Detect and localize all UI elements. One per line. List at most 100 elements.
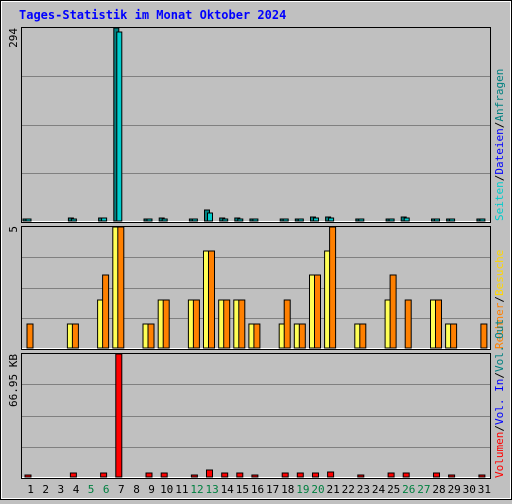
bar-rechner-day-20 [314,274,321,349]
bar-dateien-day-13 [207,212,213,222]
x-axis-label-day-17: 17 [266,483,279,496]
legend-entry-anfragen: Anfragen [493,69,506,122]
bar-volumen-day-7 [115,353,123,478]
bar-volumen-day-19 [296,472,304,478]
bar-rechner-day-28 [435,299,442,349]
bar-volumen-day-13 [206,469,213,478]
legend-middle-text: Rechner/Besuche [493,250,506,349]
bar-dateien-day-29 [449,218,456,222]
legend-bottom: Volumen/Vol. In/Vol. Out [493,319,506,478]
x-axis-labels: 1 2 3 4 5 6 7 8 9 10 11 12 13 14 15 16 17 18 19 20 21 22 23 24 2… [27,483,491,496]
bar-rechner-day-14 [223,299,231,349]
bar-dateien-day-25 [388,218,395,222]
bar-rechner-day-26 [404,299,412,349]
legend-separator: / [493,175,506,182]
bar-volumen-day-14 [221,472,229,478]
legend-middle: Rechner/Besuche [493,250,506,349]
legend-entry-volumen: Volumen [493,432,506,478]
bar-rechner-day-12 [192,299,200,349]
legend-entry-dateien: Dateien [493,128,506,174]
x-axis-label-day-3: 3 [57,483,64,496]
bar-dateien-day-1 [25,218,32,222]
bar-volumen-day-29 [448,474,456,478]
bar-dateien-day-12 [191,218,198,222]
x-axis-label-day-11: 11 [175,483,188,496]
bar-dateien-day-15 [237,218,244,222]
bar-volumen-day-20 [312,472,319,478]
bar-volumen-day-4 [69,472,77,478]
x-axis-label-day-9: 9 [148,483,155,496]
bar-volumen-day-18 [281,472,289,478]
bar-rechner-day-10 [162,299,170,349]
x-axis-label-day-25: 25 [387,483,400,496]
x-axis-label-day-18: 18 [281,483,294,496]
x-axis-label-day-1: 1 [27,483,34,496]
chart-title: Tages-Statistik im Monat Oktober 2024 [19,8,286,22]
bar-volumen-day-10 [160,472,168,478]
x-axis-label-day-21: 21 [326,483,339,496]
x-axis-label-day-7: 7 [118,483,125,496]
grid-lines [22,76,490,448]
bar-dateien-day-23 [358,218,365,222]
x-axis-label-day-14: 14 [221,483,235,496]
bar-dateien-day-16 [252,218,259,222]
x-axis-label-day-30: 30 [463,483,476,496]
bar-volumen-day-31 [478,474,486,478]
bar-volumen-day-25 [387,472,395,478]
bar-rechner-day-13 [208,250,215,349]
bar-volumen-day-26 [402,472,410,478]
legend-entry-vol-out: Vol. Out [493,319,506,372]
bar-volumen-day-6 [100,472,108,478]
bar-rechner-day-25 [389,274,397,349]
bar-volumen-day-12 [190,474,198,478]
x-axis-label-day-8: 8 [133,483,140,496]
bar-rechner-day-19 [298,323,306,349]
bar-rechner-day-18 [283,299,291,349]
bar-volumen-day-16 [251,474,259,478]
legend-entry-seiten: Seiten [493,181,506,221]
x-axis-label-day-20: 20 [311,483,324,496]
legend-separator: / [493,296,506,303]
legend-bottom-text: Volumen/Vol. In/Vol. Out [493,319,506,478]
x-axis-label-day-26: 26 [402,483,415,496]
bar-dateien-day-6 [101,217,108,222]
bar-dateien-day-20 [313,217,319,222]
legend-separator: / [493,122,506,129]
bar-volumen-day-1 [24,474,32,478]
x-axis-label-day-16: 16 [251,483,264,496]
bar-volumen-day-21 [327,471,335,478]
legend-top-text: Seiten/Dateien/Anfragen [493,69,506,221]
bar-dateien-day-19 [297,218,304,222]
legend-entry-besuche: Besuche [493,250,506,296]
y-axis-label-3: 66.95 KB [7,354,20,407]
bar-dateien-day-10 [161,218,168,222]
legends: Seiten/Dateien/AnfragenRechner/BesucheVo… [493,69,506,478]
bar-dateien-day-31 [479,218,486,222]
legend-separator: / [493,425,506,432]
x-axis-label-day-23: 23 [357,483,370,496]
legend-entry-vol-in: Vol. In [493,379,506,425]
y-axis-labels: 294 5 66.95 KB [7,28,20,407]
x-axis-label-day-13: 13 [205,483,218,496]
bar-rechner-day-21 [329,226,337,349]
x-axis-label-day-12: 12 [190,483,203,496]
x-axis-label-day-10: 10 [160,483,173,496]
bar-volumen-day-9 [145,472,153,478]
bar-rechner-day-9 [147,323,155,349]
x-axis-label-day-24: 24 [372,483,386,496]
bar-dateien-day-7 [116,31,123,222]
bar-rechner-day-1 [26,323,34,349]
bar-volumen-day-23 [357,474,365,478]
bar-dateien-day-4 [70,218,77,222]
y-axis-label-1: 294 [7,28,20,48]
x-axis-label-day-19: 19 [296,483,309,496]
bar-rechner-day-16 [253,323,261,349]
bar-dateien-day-21 [328,217,335,222]
x-axis-label-day-15: 15 [236,483,249,496]
x-axis-label-day-31: 31 [478,483,491,496]
legend-entry-rechner: Rechner [493,302,506,349]
x-axis-label-day-22: 22 [342,483,355,496]
x-axis-label-day-6: 6 [103,483,110,496]
bar-dateien-day-28 [434,218,440,222]
